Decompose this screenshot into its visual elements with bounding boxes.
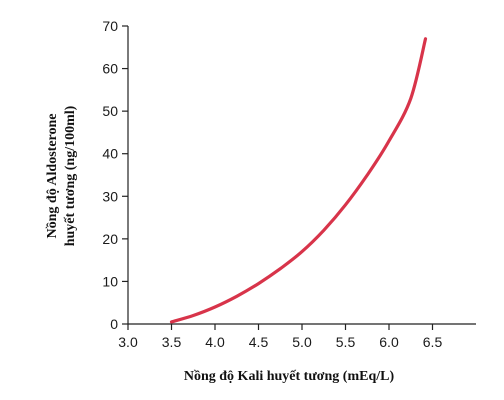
x-tick-label: 5.0 [292,334,312,350]
y-axis-title: Nồng độ Aldosterone huyết tương (ng/100m… [45,105,78,246]
x-tick-label: 4.5 [249,334,269,350]
y-tick-label: 60 [102,61,118,77]
y-tick-label: 50 [102,103,118,119]
y-tick-label: 40 [102,146,118,162]
y-tick-label: 0 [110,316,118,332]
x-tick-label: 6.0 [379,334,399,350]
x-tick-label: 3.5 [162,334,182,350]
x-axis-title: Nồng độ Kali huyết tương (mEq/L) [184,369,395,384]
aldosterone-curve [169,37,428,324]
x-tick-label: 4.0 [205,334,225,350]
y-tick-label: 30 [102,188,118,204]
y-tick-label: 20 [102,231,118,247]
x-tick-label: 5.5 [336,334,356,350]
x-tick-label: 3.0 [118,334,138,350]
y-axis-title-line-1: Nồng độ Aldosterone [45,114,60,239]
y-axis-title-line-2: huyết tương (ng/100ml) [63,105,78,246]
series-layer [169,37,428,324]
y-tick-label: 10 [102,273,118,289]
y-tick-label: 70 [102,18,118,34]
y-ticks: 0 10 20 30 40 50 60 70 [102,18,128,332]
x-tick-label: 6.5 [423,334,443,350]
x-ticks: 3.0 3.5 4.0 4.5 5.0 5.5 6.0 6.5 [118,324,442,350]
